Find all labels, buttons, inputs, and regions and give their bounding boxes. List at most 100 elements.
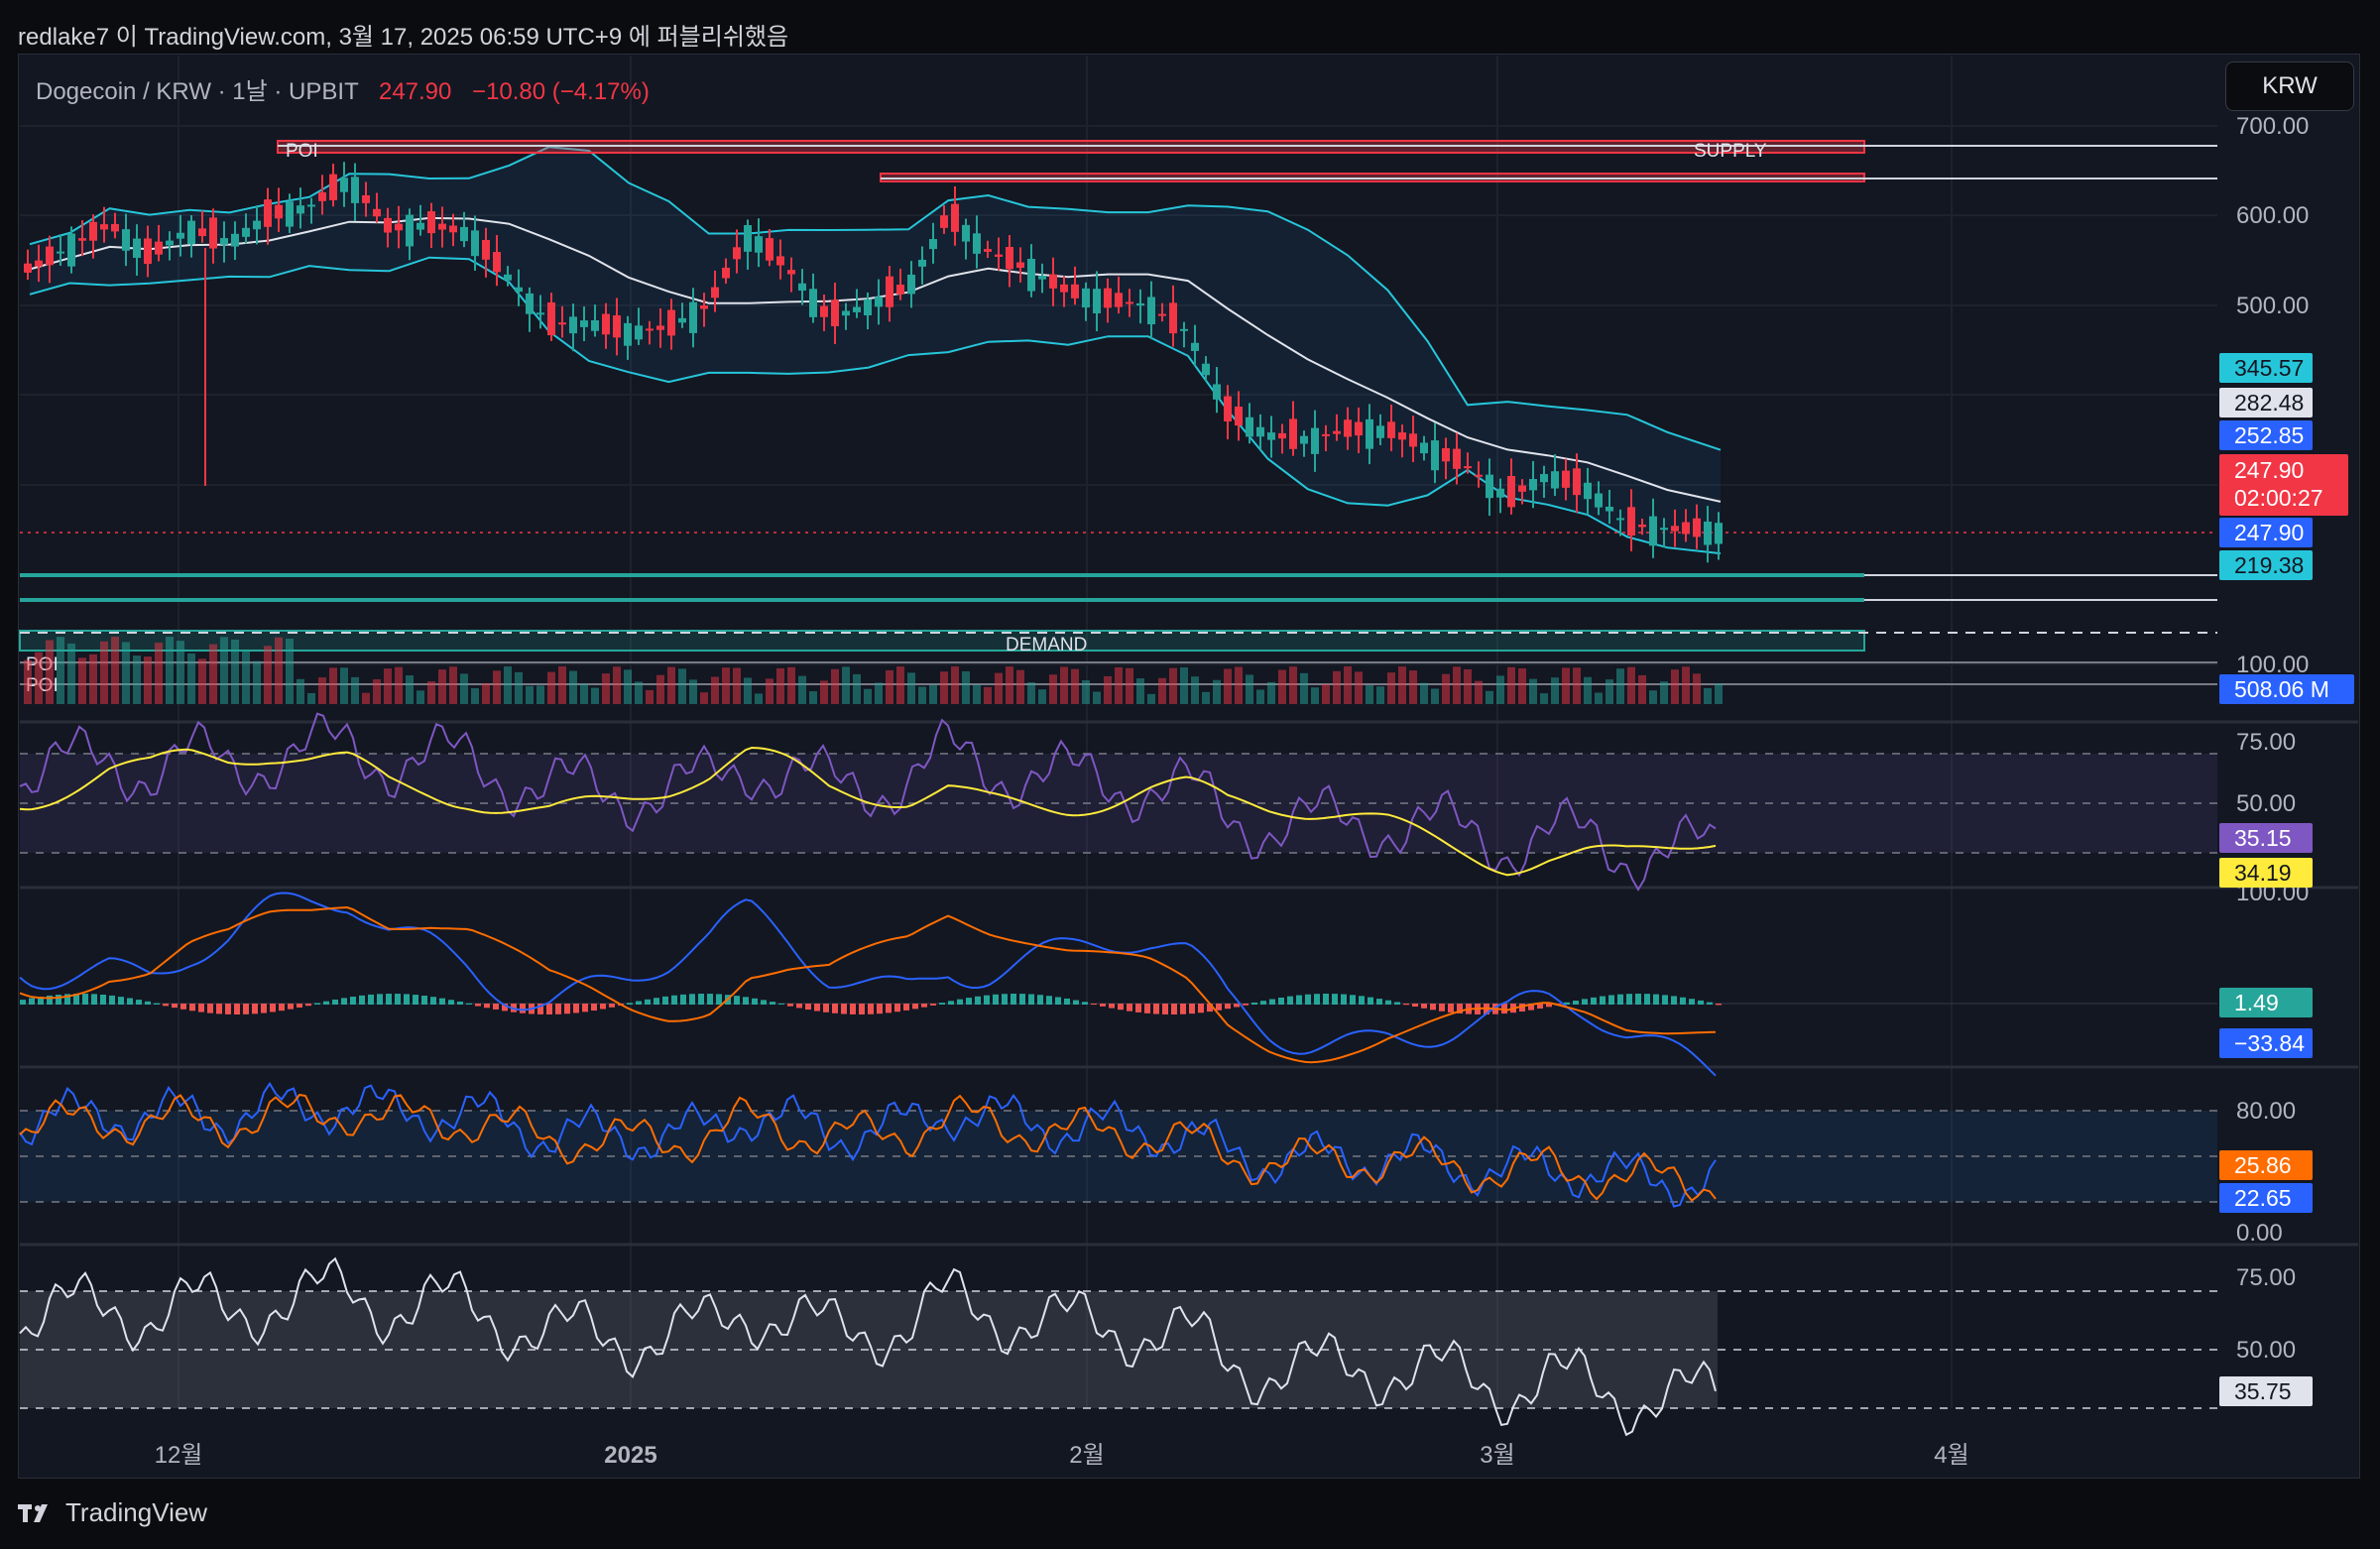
candle-body: [187, 220, 195, 245]
candle-body: [766, 238, 774, 261]
candle-body: [1278, 432, 1286, 439]
candle-body: [362, 194, 370, 203]
volume-bar: [1333, 670, 1341, 704]
macd-histogram-bar: [743, 997, 749, 1005]
candle-body: [646, 328, 654, 331]
volume-bar: [1595, 692, 1603, 704]
macd-histogram-bar: [689, 994, 695, 1005]
rsi-line: [19, 712, 1717, 892]
volume-bar: [984, 686, 992, 704]
volume-bar: [1627, 666, 1635, 704]
volume-bar: [1475, 680, 1483, 704]
volume-bar: [35, 652, 43, 704]
macd-histogram-bar: [1216, 1004, 1222, 1011]
volume-bar: [1453, 666, 1461, 704]
candle-body: [231, 233, 239, 247]
volume-bar: [1126, 667, 1133, 704]
volume-bar: [438, 669, 446, 704]
stoch-d-value: 25.86: [2234, 1152, 2292, 1178]
osc-line: [19, 1256, 1717, 1437]
macd-histogram-bar: [1519, 1004, 1525, 1013]
macd-histogram-bar: [555, 1004, 561, 1014]
volume-bar: [624, 669, 632, 704]
volume-bar: [1071, 668, 1079, 704]
candle-body: [1038, 276, 1046, 280]
candle-body: [1169, 302, 1177, 334]
candle-body: [776, 256, 784, 266]
volume-bar: [1431, 688, 1439, 704]
macd-histogram-bar: [1019, 994, 1025, 1005]
macd-value: −33.84: [2234, 1030, 2305, 1056]
footer-brand[interactable]: TradingView: [18, 1497, 207, 1528]
macd-histogram-bar: [145, 1001, 151, 1005]
macd-histogram-bar: [903, 1004, 909, 1011]
volume-bar: [1660, 681, 1668, 704]
volume-bar: [678, 668, 686, 704]
candle-body: [1627, 507, 1635, 536]
macd-histogram-bar: [270, 1004, 276, 1013]
macd-histogram-bar: [850, 1004, 856, 1014]
candle-body: [1071, 284, 1079, 298]
macd-histogram-bar: [1385, 1000, 1391, 1005]
macd-histogram-bar: [1591, 997, 1597, 1005]
candle-body: [940, 215, 948, 228]
volume-bar: [755, 693, 763, 704]
macd-histogram-bar: [1537, 1004, 1543, 1010]
stoch-k-value: 22.65: [2234, 1185, 2292, 1211]
volume-bar: [1540, 693, 1548, 704]
candle-body: [929, 239, 937, 250]
candles: [24, 162, 1723, 563]
candle-body: [809, 289, 817, 317]
candle-body: [253, 220, 261, 230]
macd-histogram-bar: [1376, 999, 1382, 1005]
chart-frame[interactable]: [18, 54, 2360, 1479]
volume-bar: [1267, 681, 1275, 704]
macd-histogram-bar: [877, 1004, 883, 1014]
rsi-ma-value-bg: [2219, 858, 2313, 888]
macd-histogram-bar: [395, 994, 401, 1005]
rsi-ma-value: 34.19: [2234, 860, 2292, 886]
macd-histogram-bar: [180, 1004, 186, 1010]
volume-bar: [809, 691, 817, 704]
candle-body: [733, 247, 741, 260]
candle-body: [1551, 471, 1559, 489]
volume-bar: [1486, 690, 1493, 704]
volume-bar: [526, 685, 534, 704]
rsi-ma-line: [19, 746, 1717, 877]
price-tick-label: 700.00: [2236, 113, 2309, 140]
tradingview-logo-icon: [18, 1503, 48, 1522]
volume-bar: [700, 692, 708, 704]
bb-lower-price-bg: [2219, 550, 2313, 580]
macd-histogram-bar: [279, 1004, 285, 1012]
candle-body: [78, 238, 86, 241]
volume-bar: [1158, 677, 1166, 704]
candle-body: [155, 241, 163, 255]
volume-bar: [286, 639, 294, 704]
macd-histogram-bar: [957, 999, 963, 1005]
macd-histogram-bar: [734, 996, 740, 1005]
currency-button[interactable]: KRW: [2225, 61, 2354, 111]
macd-histogram-bar: [172, 1004, 178, 1009]
macd-histogram-bar: [770, 1002, 775, 1005]
rsi-value-bg: [2219, 823, 2313, 853]
candle-body: [689, 301, 697, 333]
macd-histogram-bar: [466, 1003, 472, 1005]
candle-body: [1235, 407, 1243, 426]
macd-histogram-bar: [1439, 1004, 1445, 1012]
macd-histogram-bar: [100, 994, 106, 1005]
macd-histogram-bar: [1528, 1004, 1534, 1011]
ma-price: 252.85: [2234, 422, 2304, 448]
candle-body: [1300, 435, 1308, 444]
price-axis: 700.00 600.00 500.00 100.00 12월 2025 2월 3월 4월 75.…: [155, 113, 2310, 1469]
macd-histogram-bar: [645, 999, 651, 1005]
macd-histogram-bar: [868, 1004, 874, 1014]
volume-bar: [951, 666, 959, 704]
candle-body: [1398, 432, 1406, 440]
zone-annotation: POI: [286, 141, 318, 162]
macd-histogram-bar: [805, 1004, 811, 1011]
candle-body: [515, 287, 523, 293]
candle-body: [1115, 293, 1123, 307]
macd-histogram-bar: [975, 996, 981, 1005]
macd-histogram-bar: [546, 1004, 552, 1014]
